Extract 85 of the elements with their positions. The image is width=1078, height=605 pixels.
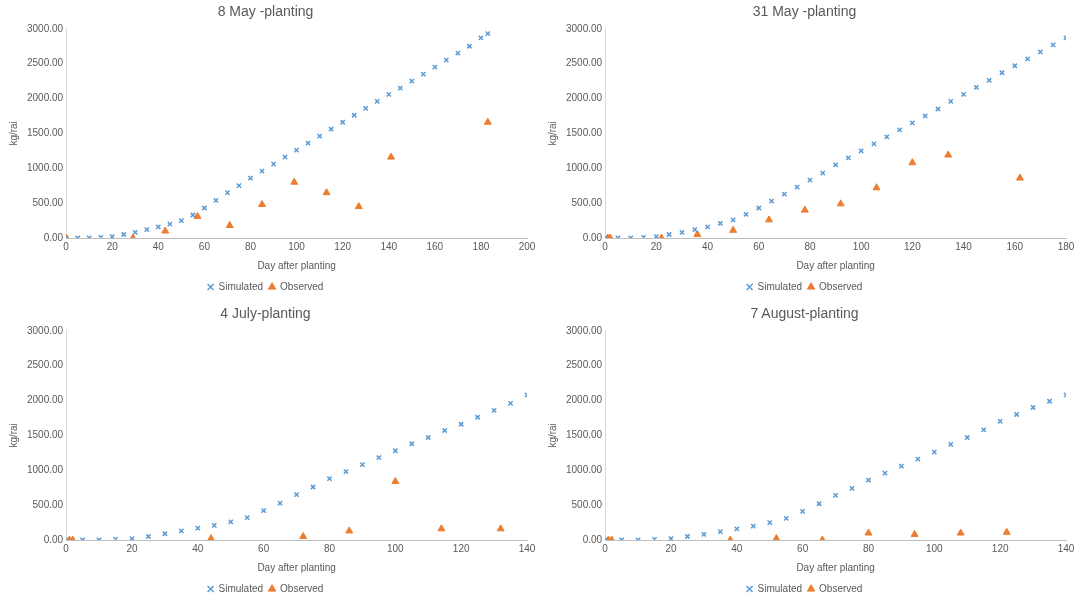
x-axis-title: Day after planting: [257, 259, 336, 271]
y-tick-label: 500.00: [571, 498, 603, 510]
y-tick-label: 3000.00: [565, 324, 603, 336]
x-axis-title: Day after planting: [796, 561, 875, 573]
y-tick-label: 2000.00: [565, 394, 603, 406]
y-tick-label: 0.00: [43, 533, 64, 545]
x-tick-label: 40: [152, 240, 165, 252]
y-tick-label: 3000.00: [565, 22, 603, 34]
x-tick-label: 100: [386, 542, 405, 554]
y-tick-label: 500.00: [32, 498, 64, 510]
x-tick-label: 140: [518, 542, 536, 554]
x-tick-label: 100: [288, 240, 306, 252]
x-tick-label: 0: [63, 240, 70, 252]
y-axis-title: kg/rai: [7, 121, 19, 146]
x-tick-label: 200: [518, 240, 536, 252]
x-tick-label: 60: [753, 240, 765, 252]
x-tick-label: 20: [126, 542, 138, 554]
y-tick-label: 2500.00: [26, 57, 64, 69]
x-tick-label: 40: [702, 240, 714, 252]
x-tick-label: 60: [258, 542, 270, 554]
y-tick-label: 2500.00: [565, 57, 603, 69]
legend-label: Simulated: [757, 582, 803, 594]
y-tick-label: 2000.00: [565, 92, 603, 104]
x-tick-label: 0: [602, 542, 609, 554]
x-tick-label: 120: [991, 542, 1009, 554]
x-tick-label: 180: [1057, 240, 1075, 252]
y-tick-label: 2000.00: [26, 92, 64, 104]
chart-title: 4 July-planting: [220, 305, 311, 322]
y-tick-label: 2500.00: [26, 359, 64, 371]
legend-label: Observed: [280, 280, 324, 292]
x-tick-label: 160: [426, 240, 444, 252]
x-tick-label: 60: [797, 542, 809, 554]
y-axis-title: kg/rai: [7, 423, 19, 448]
y-tick-label: 1000.00: [565, 464, 603, 476]
chart-title: 31 May -planting: [752, 3, 857, 20]
x-tick-label: 20: [650, 240, 663, 252]
x-tick-label: 120: [452, 542, 470, 554]
chart-title: 7 August-planting: [750, 305, 859, 322]
y-tick-label: 0.00: [582, 533, 603, 545]
x-tick-label: 60: [198, 240, 211, 252]
chart-title: 8 May -planting: [217, 3, 314, 20]
x-axis-title: Day after planting: [796, 259, 875, 271]
y-tick-label: 0.00: [43, 231, 64, 243]
y-tick-label: 1500.00: [26, 429, 64, 441]
x-tick-label: 140: [380, 240, 398, 252]
x-tick-label: 160: [1006, 240, 1024, 252]
y-tick-label: 500.00: [32, 196, 64, 208]
y-tick-label: 0.00: [582, 231, 603, 243]
y-tick-label: 1500.00: [565, 127, 603, 139]
x-tick-label: 100: [925, 542, 944, 554]
x-tick-label: 100: [852, 240, 870, 252]
y-tick-label: 1000.00: [26, 464, 64, 476]
x-tick-label: 0: [63, 542, 70, 554]
legend-label: Simulated: [757, 280, 803, 292]
y-tick-label: 2500.00: [565, 359, 603, 371]
legend-label: Simulated: [218, 280, 264, 292]
x-axis-title: Day after planting: [257, 561, 336, 573]
x-tick-label: 120: [904, 240, 922, 252]
y-tick-label: 1500.00: [565, 429, 603, 441]
x-tick-label: 20: [106, 240, 119, 252]
y-axis-title: kg/rai: [546, 121, 558, 146]
x-tick-label: 80: [862, 542, 875, 554]
x-tick-label: 80: [323, 542, 336, 554]
x-tick-label: 80: [244, 240, 257, 252]
x-tick-label: 140: [1057, 542, 1075, 554]
y-tick-label: 3000.00: [26, 22, 64, 34]
y-tick-label: 2000.00: [26, 394, 64, 406]
legend-label: Observed: [819, 280, 863, 292]
x-tick-label: 20: [665, 542, 677, 554]
y-tick-label: 1000.00: [26, 162, 64, 174]
x-tick-label: 0: [602, 240, 609, 252]
x-tick-label: 40: [731, 542, 743, 554]
y-axis-title: kg/rai: [546, 423, 558, 448]
x-tick-label: 40: [192, 542, 204, 554]
x-tick-label: 80: [804, 240, 816, 252]
legend-label: Simulated: [218, 582, 264, 594]
y-tick-label: 3000.00: [26, 324, 64, 336]
y-tick-label: 500.00: [571, 196, 603, 208]
y-tick-label: 1500.00: [26, 127, 64, 139]
legend-label: Observed: [280, 582, 324, 594]
legend-label: Observed: [819, 582, 863, 594]
x-tick-label: 140: [955, 240, 973, 252]
x-tick-label: 120: [334, 240, 352, 252]
y-tick-label: 1000.00: [565, 162, 603, 174]
x-tick-label: 180: [472, 240, 490, 252]
